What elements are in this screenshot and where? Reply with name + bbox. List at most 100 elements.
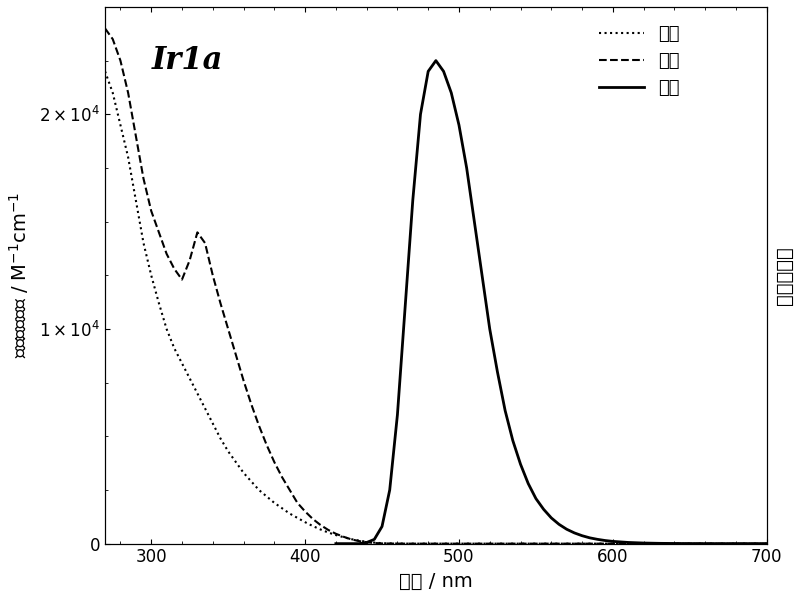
发射: [700, 540, 710, 547]
发射: [392, 411, 402, 419]
吸收: [308, 523, 317, 530]
发射: [424, 68, 433, 75]
激发: [285, 486, 295, 493]
发射: [670, 540, 679, 547]
吸收: [362, 538, 372, 545]
发射: [578, 532, 587, 539]
吸收: [231, 459, 240, 466]
发射: [377, 523, 387, 530]
吸收: [147, 271, 156, 279]
Text: Ir1a: Ir1a: [151, 44, 223, 75]
吸收: [316, 526, 325, 533]
激发: [269, 459, 279, 466]
吸收: [254, 486, 264, 493]
发射: [531, 495, 541, 502]
激发: [369, 539, 379, 547]
激发: [223, 325, 233, 332]
发射: [408, 197, 417, 204]
吸收: [347, 536, 356, 543]
吸收: [170, 344, 179, 352]
激发: [308, 515, 317, 523]
发射: [585, 534, 594, 541]
发射: [347, 540, 356, 547]
发射: [608, 538, 618, 545]
激发: [392, 540, 402, 547]
发射: [454, 121, 464, 129]
吸收: [354, 537, 364, 544]
吸收: [208, 420, 218, 427]
发射: [639, 539, 649, 547]
激发: [200, 240, 210, 247]
吸收: [177, 360, 187, 367]
发射: [554, 521, 564, 528]
激发: [408, 540, 417, 547]
激发: [262, 441, 272, 448]
发射: [546, 514, 556, 521]
激发: [331, 530, 340, 538]
吸收: [185, 375, 195, 382]
激发: [339, 533, 348, 541]
吸收: [192, 390, 202, 397]
发射: [331, 540, 340, 547]
发射: [562, 526, 571, 533]
发射: [446, 89, 456, 96]
发射: [462, 164, 472, 172]
吸收: [131, 197, 141, 204]
发射: [600, 537, 610, 544]
发射: [523, 480, 533, 487]
吸收: [324, 529, 333, 536]
激发: [147, 208, 156, 215]
发射: [685, 540, 694, 547]
吸收: [331, 532, 340, 539]
发射: [508, 437, 517, 444]
发射: [439, 68, 449, 75]
发射: [516, 460, 525, 468]
激发: [231, 351, 240, 358]
吸收: [154, 300, 163, 307]
激发: [762, 540, 771, 547]
发射: [654, 540, 664, 547]
激发: [108, 35, 118, 42]
发射: [362, 539, 372, 546]
吸收: [115, 121, 125, 129]
激发: [139, 175, 148, 182]
吸收: [762, 540, 771, 547]
激发: [185, 257, 195, 264]
发射: [431, 57, 441, 64]
发射: [416, 111, 425, 118]
激发: [208, 271, 218, 279]
Legend: 吸收, 激发, 发射: 吸收, 激发, 发射: [592, 18, 687, 104]
X-axis label: 波长 / nm: 波长 / nm: [399, 572, 473, 591]
吸收: [292, 514, 302, 521]
Y-axis label: 摩尔吸光系数 / M$^{-1}$cm$^{-1}$: 摩尔吸光系数 / M$^{-1}$cm$^{-1}$: [7, 192, 31, 358]
吸收: [392, 540, 402, 547]
Line: 发射: 发射: [336, 60, 767, 544]
发射: [385, 486, 395, 493]
吸收: [162, 325, 171, 332]
吸收: [408, 540, 417, 547]
发射: [539, 506, 549, 513]
发射: [623, 539, 633, 546]
激发: [100, 25, 110, 32]
激发: [131, 132, 141, 139]
吸收: [100, 68, 110, 75]
激发: [215, 300, 225, 307]
激发: [324, 526, 333, 533]
发射: [354, 540, 364, 547]
吸收: [377, 539, 387, 547]
吸收: [139, 240, 148, 247]
激发: [316, 521, 325, 529]
吸收: [247, 478, 256, 485]
Line: 吸收: 吸收: [105, 71, 767, 544]
激发: [377, 540, 387, 547]
发射: [485, 325, 494, 332]
吸收: [269, 499, 279, 507]
吸收: [285, 510, 295, 517]
发射: [400, 304, 410, 311]
激发: [292, 499, 302, 507]
吸收: [239, 469, 248, 477]
激发: [300, 508, 310, 515]
吸收: [262, 493, 272, 500]
发射: [762, 540, 771, 547]
激发: [247, 401, 256, 408]
